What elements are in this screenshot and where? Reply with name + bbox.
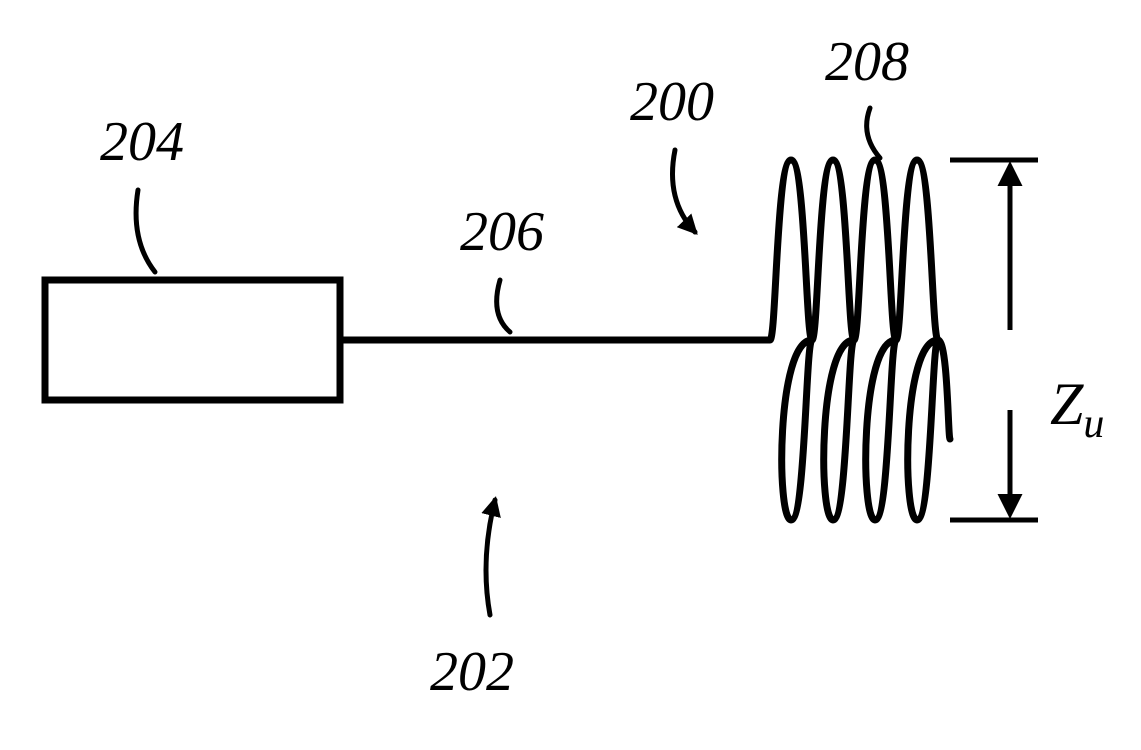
- z-char: Z: [1050, 371, 1083, 437]
- label-zu: Zu: [1050, 370, 1104, 448]
- label-206: 206: [460, 200, 544, 264]
- label-200: 200: [630, 70, 714, 134]
- label-202: 202: [430, 640, 514, 704]
- label-208: 208: [825, 30, 909, 94]
- z-subscript: u: [1083, 401, 1104, 447]
- label-204: 204: [100, 110, 184, 174]
